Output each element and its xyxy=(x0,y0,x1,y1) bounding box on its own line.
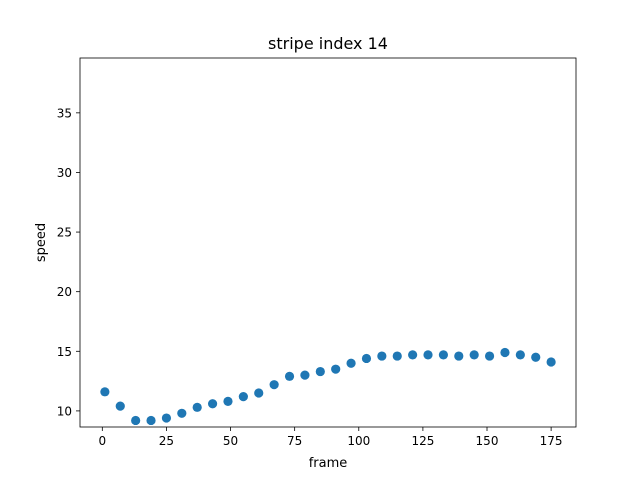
data-point-18 xyxy=(377,351,387,361)
data-point-11 xyxy=(269,380,279,390)
x-tick-label: 125 xyxy=(411,434,434,448)
x-tick-label: 175 xyxy=(540,434,563,448)
data-point-3 xyxy=(146,415,156,426)
data-point-4 xyxy=(161,413,172,423)
x-tick-label: 0 xyxy=(98,434,106,448)
y-tick-label: 35 xyxy=(57,106,72,120)
y-tick-label: 15 xyxy=(57,345,72,359)
x-axis-ticks: 0 25 50 75 100 125 150 175 xyxy=(98,427,563,448)
data-point-10 xyxy=(254,388,264,398)
data-point-14 xyxy=(315,366,325,377)
data-point-1 xyxy=(115,401,125,411)
data-point-22 xyxy=(438,350,449,360)
y-axis-label: speed xyxy=(34,223,49,262)
data-point-2 xyxy=(131,415,141,426)
data-point-15 xyxy=(331,364,341,374)
chart-title: stripe index 14 xyxy=(268,34,388,53)
data-point-0 xyxy=(100,387,110,397)
data-point-26 xyxy=(500,347,510,358)
data-point-24 xyxy=(469,350,479,360)
data-point-23 xyxy=(454,351,464,361)
data-point-16 xyxy=(346,358,356,368)
plot-area-frame xyxy=(79,57,577,428)
data-point-5 xyxy=(177,408,187,418)
data-point-17 xyxy=(361,353,372,364)
x-tick-label: 25 xyxy=(159,434,174,448)
y-tick-label: 10 xyxy=(57,404,72,418)
data-point-20 xyxy=(408,350,418,360)
data-point-8 xyxy=(223,396,233,406)
data-point-7 xyxy=(207,399,218,409)
y-tick-label: 20 xyxy=(57,285,72,299)
x-tick-label: 75 xyxy=(287,434,302,448)
x-axis-label: frame xyxy=(309,456,348,471)
data-point-13 xyxy=(300,370,310,380)
x-tick-label: 50 xyxy=(223,434,238,448)
data-point-28 xyxy=(531,352,541,362)
data-point-19 xyxy=(392,351,402,361)
x-tick-label: 150 xyxy=(476,434,499,448)
data-point-21 xyxy=(423,350,433,360)
data-point-6 xyxy=(192,402,202,412)
data-point-27 xyxy=(515,350,525,360)
data-point-25 xyxy=(484,351,495,361)
y-tick-label: 30 xyxy=(57,166,72,180)
x-tick-label: 100 xyxy=(347,434,370,448)
data-point-9 xyxy=(238,391,248,402)
y-tick-label: 25 xyxy=(57,226,72,240)
data-point-29 xyxy=(546,357,556,367)
data-point-12 xyxy=(284,371,295,381)
y-axis-ticks: 10 15 20 25 30 35 xyxy=(57,106,80,418)
scatter-points xyxy=(100,347,556,426)
